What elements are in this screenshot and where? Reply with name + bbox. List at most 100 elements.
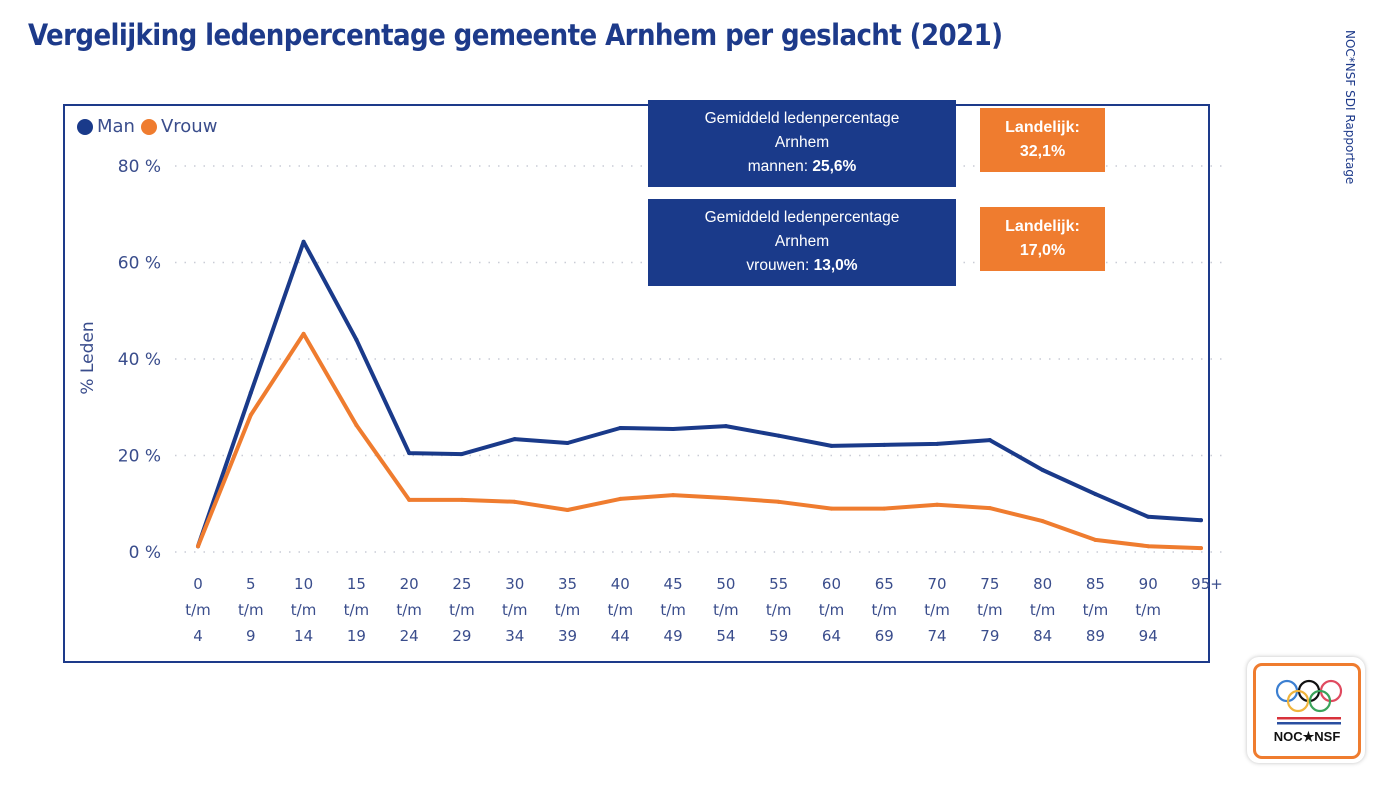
data-point-man[interactable] xyxy=(301,239,306,244)
avg-men-box: Gemiddeld ledenpercentage Arnhem mannen:… xyxy=(648,100,956,187)
data-point-man[interactable] xyxy=(248,390,253,395)
y-axis-ticks: 0 % 20 % 40 % 60 % 80 % xyxy=(118,157,161,563)
data-point-vrouw[interactable] xyxy=(512,499,517,504)
data-point-vrouw[interactable] xyxy=(459,497,464,502)
olympic-rings-icon xyxy=(1275,679,1343,725)
x-tick-label: 95+ xyxy=(1191,575,1223,593)
data-point-vrouw[interactable] xyxy=(301,331,306,336)
chart-legend: Man Vrouw xyxy=(77,116,223,137)
logo-text: NOC★NSF xyxy=(1273,729,1341,744)
avg-women-line2: Arnhem xyxy=(774,233,830,250)
data-point-vrouw[interactable] xyxy=(776,499,781,504)
data-point-man[interactable] xyxy=(882,442,887,447)
data-point-man[interactable] xyxy=(935,441,940,446)
y-tick-label: 80 % xyxy=(118,157,161,177)
x-tick-label: 10 t/m 14 xyxy=(291,575,317,645)
data-point-vrouw[interactable] xyxy=(935,502,940,507)
x-tick-label: 65 t/m 69 xyxy=(871,575,897,645)
data-point-vrouw[interactable] xyxy=(671,493,676,498)
data-point-man[interactable] xyxy=(512,437,517,442)
x-tick-label: 20 t/m 24 xyxy=(396,575,422,645)
x-axis-ticks: 0 t/m 4 5 t/m 9 10 t/m 14 15 t/m 19 20 t/m 24 25 t/m 29 30… xyxy=(185,575,1223,645)
data-point-vrouw[interactable] xyxy=(829,506,834,511)
x-tick-label: 80 t/m 84 xyxy=(1030,575,1056,645)
data-point-man[interactable] xyxy=(723,424,728,429)
data-point-man[interactable] xyxy=(776,433,781,438)
avg-men-line3: mannen: 25,6% xyxy=(648,155,956,179)
data-point-vrouw[interactable] xyxy=(248,412,253,417)
x-tick-label: 45 t/m 49 xyxy=(660,575,686,645)
y-tick-label: 0 % xyxy=(129,543,161,563)
data-point-vrouw[interactable] xyxy=(354,423,359,428)
x-tick-label: 60 t/m 64 xyxy=(819,575,845,645)
national-men-box: Landelijk: 32,1% xyxy=(980,108,1105,172)
data-point-man[interactable] xyxy=(1093,492,1098,497)
data-point-vrouw[interactable] xyxy=(565,508,570,513)
y-axis-label: % Leden xyxy=(78,321,98,394)
data-point-man[interactable] xyxy=(671,426,676,431)
flag-stripe-white xyxy=(1277,720,1341,722)
data-point-vrouw[interactable] xyxy=(618,496,623,501)
legend-dot-man-icon xyxy=(77,118,93,135)
y-tick-label: 60 % xyxy=(118,254,161,274)
avg-women-box: Gemiddeld ledenpercentage Arnhem vrouwen… xyxy=(648,199,956,286)
avg-women-line3: vrouwen: 13,0% xyxy=(648,254,956,278)
data-point-vrouw[interactable] xyxy=(987,506,992,511)
x-tick-label: 5 t/m 9 xyxy=(238,575,264,645)
avg-women-prefix: vrouwen: xyxy=(746,257,814,274)
logo-border: NOC★NSF xyxy=(1253,663,1361,759)
data-point-man[interactable] xyxy=(354,337,359,342)
x-tick-label: 30 t/m 34 xyxy=(502,575,528,645)
national-men-value: 32,1% xyxy=(1019,143,1066,160)
data-point-man[interactable] xyxy=(1146,514,1151,519)
avg-men-line2: Arnhem xyxy=(774,134,830,151)
data-point-man[interactable] xyxy=(407,451,412,456)
y-tick-label: 40 % xyxy=(118,350,161,370)
data-point-man[interactable] xyxy=(1199,518,1203,523)
national-women-label: Landelijk: xyxy=(1005,218,1080,235)
national-women-value: 17,0% xyxy=(1019,242,1066,259)
data-point-vrouw[interactable] xyxy=(1199,546,1203,551)
x-tick-label: 75 t/m 79 xyxy=(977,575,1003,645)
data-point-vrouw[interactable] xyxy=(407,497,412,502)
series-line-man[interactable] xyxy=(196,239,1203,549)
x-tick-label: 25 t/m 29 xyxy=(449,575,475,645)
data-point-man[interactable] xyxy=(829,443,834,448)
x-tick-label: 40 t/m 44 xyxy=(608,575,634,645)
data-point-vrouw[interactable] xyxy=(1093,537,1098,542)
report-source-label: NOC*NSF SDI Rapportage xyxy=(1343,30,1357,185)
legend-item-man[interactable]: Man xyxy=(77,116,135,137)
national-women-box: Landelijk: 17,0% xyxy=(980,207,1105,271)
data-point-vrouw[interactable] xyxy=(1146,544,1151,549)
x-tick-label: 85 t/m 89 xyxy=(1083,575,1109,645)
data-point-vrouw[interactable] xyxy=(1040,519,1045,524)
legend-label-man: Man xyxy=(97,116,135,137)
data-point-man[interactable] xyxy=(1040,467,1045,472)
series-line-vrouw[interactable] xyxy=(196,331,1203,551)
data-point-vrouw[interactable] xyxy=(196,544,200,549)
avg-men-line1: Gemiddeld ledenpercentage xyxy=(704,110,900,127)
legend-item-vrouw[interactable]: Vrouw xyxy=(140,116,217,137)
flag-stripe-red xyxy=(1277,717,1341,720)
y-tick-label: 20 % xyxy=(118,447,161,467)
x-tick-label: 50 t/m 54 xyxy=(713,575,739,645)
data-point-vrouw[interactable] xyxy=(723,495,728,500)
x-tick-label: 55 t/m 59 xyxy=(766,575,792,645)
x-tick-label: 15 t/m 19 xyxy=(344,575,370,645)
x-tick-label: 70 t/m 74 xyxy=(924,575,950,645)
x-tick-label: 35 t/m 39 xyxy=(555,575,581,645)
x-tick-label: 90 t/m 94 xyxy=(1135,575,1161,645)
x-tick-label: 0 t/m 4 xyxy=(185,575,211,645)
data-point-vrouw[interactable] xyxy=(882,506,887,511)
data-point-man[interactable] xyxy=(459,452,464,457)
flag-stripe-blue xyxy=(1277,722,1341,725)
data-point-man[interactable] xyxy=(987,438,992,443)
avg-women-line1: Gemiddeld ledenpercentage xyxy=(704,209,900,226)
avg-men-prefix: mannen: xyxy=(747,158,813,175)
national-men-label: Landelijk: xyxy=(1005,119,1080,136)
data-point-man[interactable] xyxy=(618,425,623,430)
page-title: Vergelijking ledenpercentage gemeente Ar… xyxy=(28,18,1003,52)
avg-women-value: 13,0% xyxy=(813,257,858,274)
data-point-man[interactable] xyxy=(565,440,570,445)
noc-nsf-logo: NOC★NSF xyxy=(1247,657,1365,763)
